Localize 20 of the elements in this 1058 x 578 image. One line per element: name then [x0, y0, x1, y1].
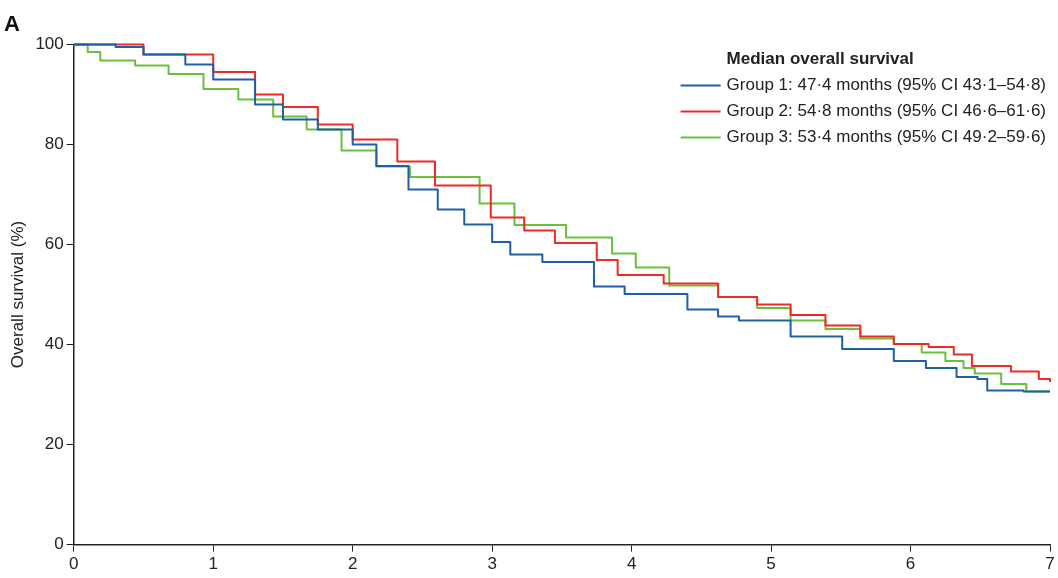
y-tick-label: 60	[44, 234, 64, 254]
y-axis-title: Overall survival (%)	[7, 220, 27, 369]
x-tick-label: 4	[626, 554, 637, 574]
x-tick-label: 5	[766, 554, 776, 574]
legend-title: Median overall survival	[726, 49, 914, 69]
x-tick-label: 0	[69, 554, 79, 574]
y-tick-label: 80	[44, 134, 64, 154]
x-tick-label: 2	[347, 554, 358, 574]
chart-title: A	[4, 11, 20, 37]
y-tick-label: 20	[44, 434, 64, 454]
x-tick-label: 3	[487, 554, 497, 574]
y-tick-label: 100	[35, 34, 64, 54]
legend-label: Group 3: 53·4 months (95% CI 49·2–59·6)	[726, 127, 1046, 147]
legend-label: Group 2: 54·8 months (95% CI 46·6–61·6)	[726, 101, 1046, 121]
x-tick-label: 7	[1045, 554, 1055, 574]
x-tick-label: 6	[905, 554, 916, 574]
x-tick-label: 1	[208, 554, 218, 574]
y-tick-label: 40	[44, 334, 64, 354]
legend-label: Group 1: 47·4 months (95% CI 43·1–54·8)	[726, 75, 1046, 95]
y-tick-label: 0	[54, 534, 64, 554]
